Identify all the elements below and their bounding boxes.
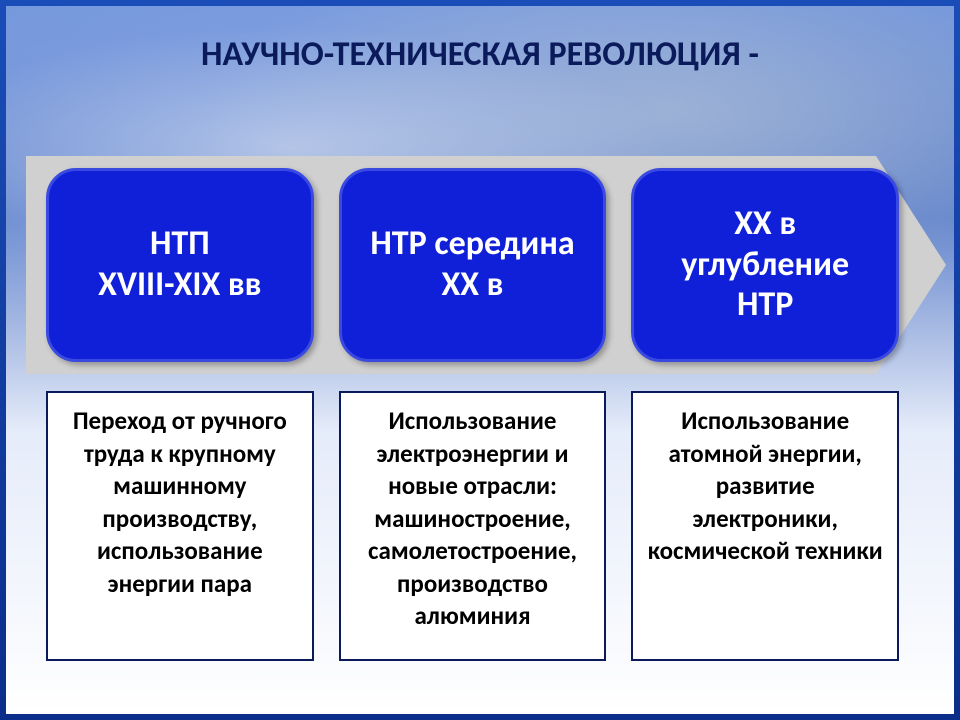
descriptions-row: Переход от ручного труда к крупному маши…: [46, 391, 899, 661]
slide-outer-frame: НАУЧНО-ТЕХНИЧЕСКАЯ РЕВОЛЮЦИЯ - НТПXVIII-…: [0, 0, 960, 720]
description-text: Использование электроэнергии и новые отр…: [351, 405, 595, 633]
slide-title: НАУЧНО-ТЕХНИЧЕСКАЯ РЕВОЛЮЦИЯ -: [6, 34, 954, 75]
description-text: Переход от ручного труда к крупному маши…: [58, 405, 302, 600]
slide-inner-frame: НАУЧНО-ТЕХНИЧЕСКАЯ РЕВОЛЮЦИЯ - НТПXVIII-…: [6, 6, 954, 714]
stage-box-3: XX в углубление НТР: [631, 168, 899, 362]
description-box-3: Использование атомной энергии, развитие …: [631, 391, 899, 661]
stage-box-1: НТПXVIII-XIX вв: [46, 168, 314, 362]
stage-label: НТПXVIII-XIX вв: [98, 224, 261, 306]
stages-row: НТПXVIII-XIX вв НТР серединаXX в XX в уг…: [46, 168, 899, 362]
stage-label: XX в углубление НТР: [654, 204, 876, 326]
stage-label: НТР серединаXX в: [370, 224, 574, 306]
description-text: Использование атомной энергии, развитие …: [643, 405, 887, 568]
stage-box-2: НТР серединаXX в: [339, 168, 607, 362]
description-box-1: Переход от ручного труда к крупному маши…: [46, 391, 314, 661]
description-box-2: Использование электроэнергии и новые отр…: [339, 391, 607, 661]
